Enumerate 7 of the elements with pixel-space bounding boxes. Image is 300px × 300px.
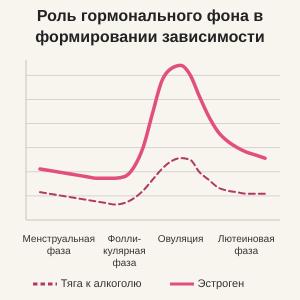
chart-title: Роль гормонального фона в формировании зависимости (34, 7, 266, 48)
legend-label: Эстроген (198, 278, 244, 290)
x-tick-label: Овуляция (158, 234, 204, 245)
x-tick-label: Фолли-кулярная фаза (103, 234, 146, 269)
x-tick-label: Лютеиновая фаза (218, 234, 275, 257)
legend-label: Тяга к алкоголю (60, 278, 142, 290)
x-tick-label: Менструальная фаза (22, 234, 96, 257)
